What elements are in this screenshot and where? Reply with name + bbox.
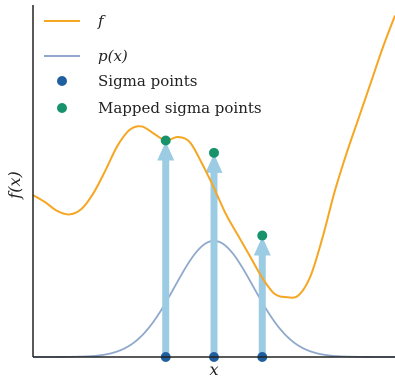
mapped-sigma-point <box>209 147 219 158</box>
legend-mapped-marker <box>57 103 67 113</box>
x-axis-label: x <box>209 360 218 378</box>
sigma-arrow-head <box>253 236 271 256</box>
legend-sigma-marker <box>57 76 67 86</box>
f-curve <box>32 15 395 299</box>
legend: f p(x) Sigma points Mapped sigma points <box>44 12 262 117</box>
sigma-arrow-shaft <box>210 170 218 357</box>
sigma-arrow-head <box>157 141 175 161</box>
mapped-sigma-point <box>160 135 171 146</box>
legend-mapped-label: Mapped sigma points <box>98 99 262 117</box>
legend-sigma-label: Sigma points <box>98 72 197 90</box>
legend-p-label: p(x) <box>98 47 128 65</box>
sigma-arrow-shaft <box>162 158 170 357</box>
sigma-arrow-head <box>205 153 223 173</box>
y-axis-label: f(x) <box>5 171 24 199</box>
plot-area <box>32 15 395 362</box>
mapped-sigma-point <box>257 230 268 241</box>
legend-f-label: f <box>97 12 106 30</box>
sigma-arrow-shaft <box>258 253 266 357</box>
